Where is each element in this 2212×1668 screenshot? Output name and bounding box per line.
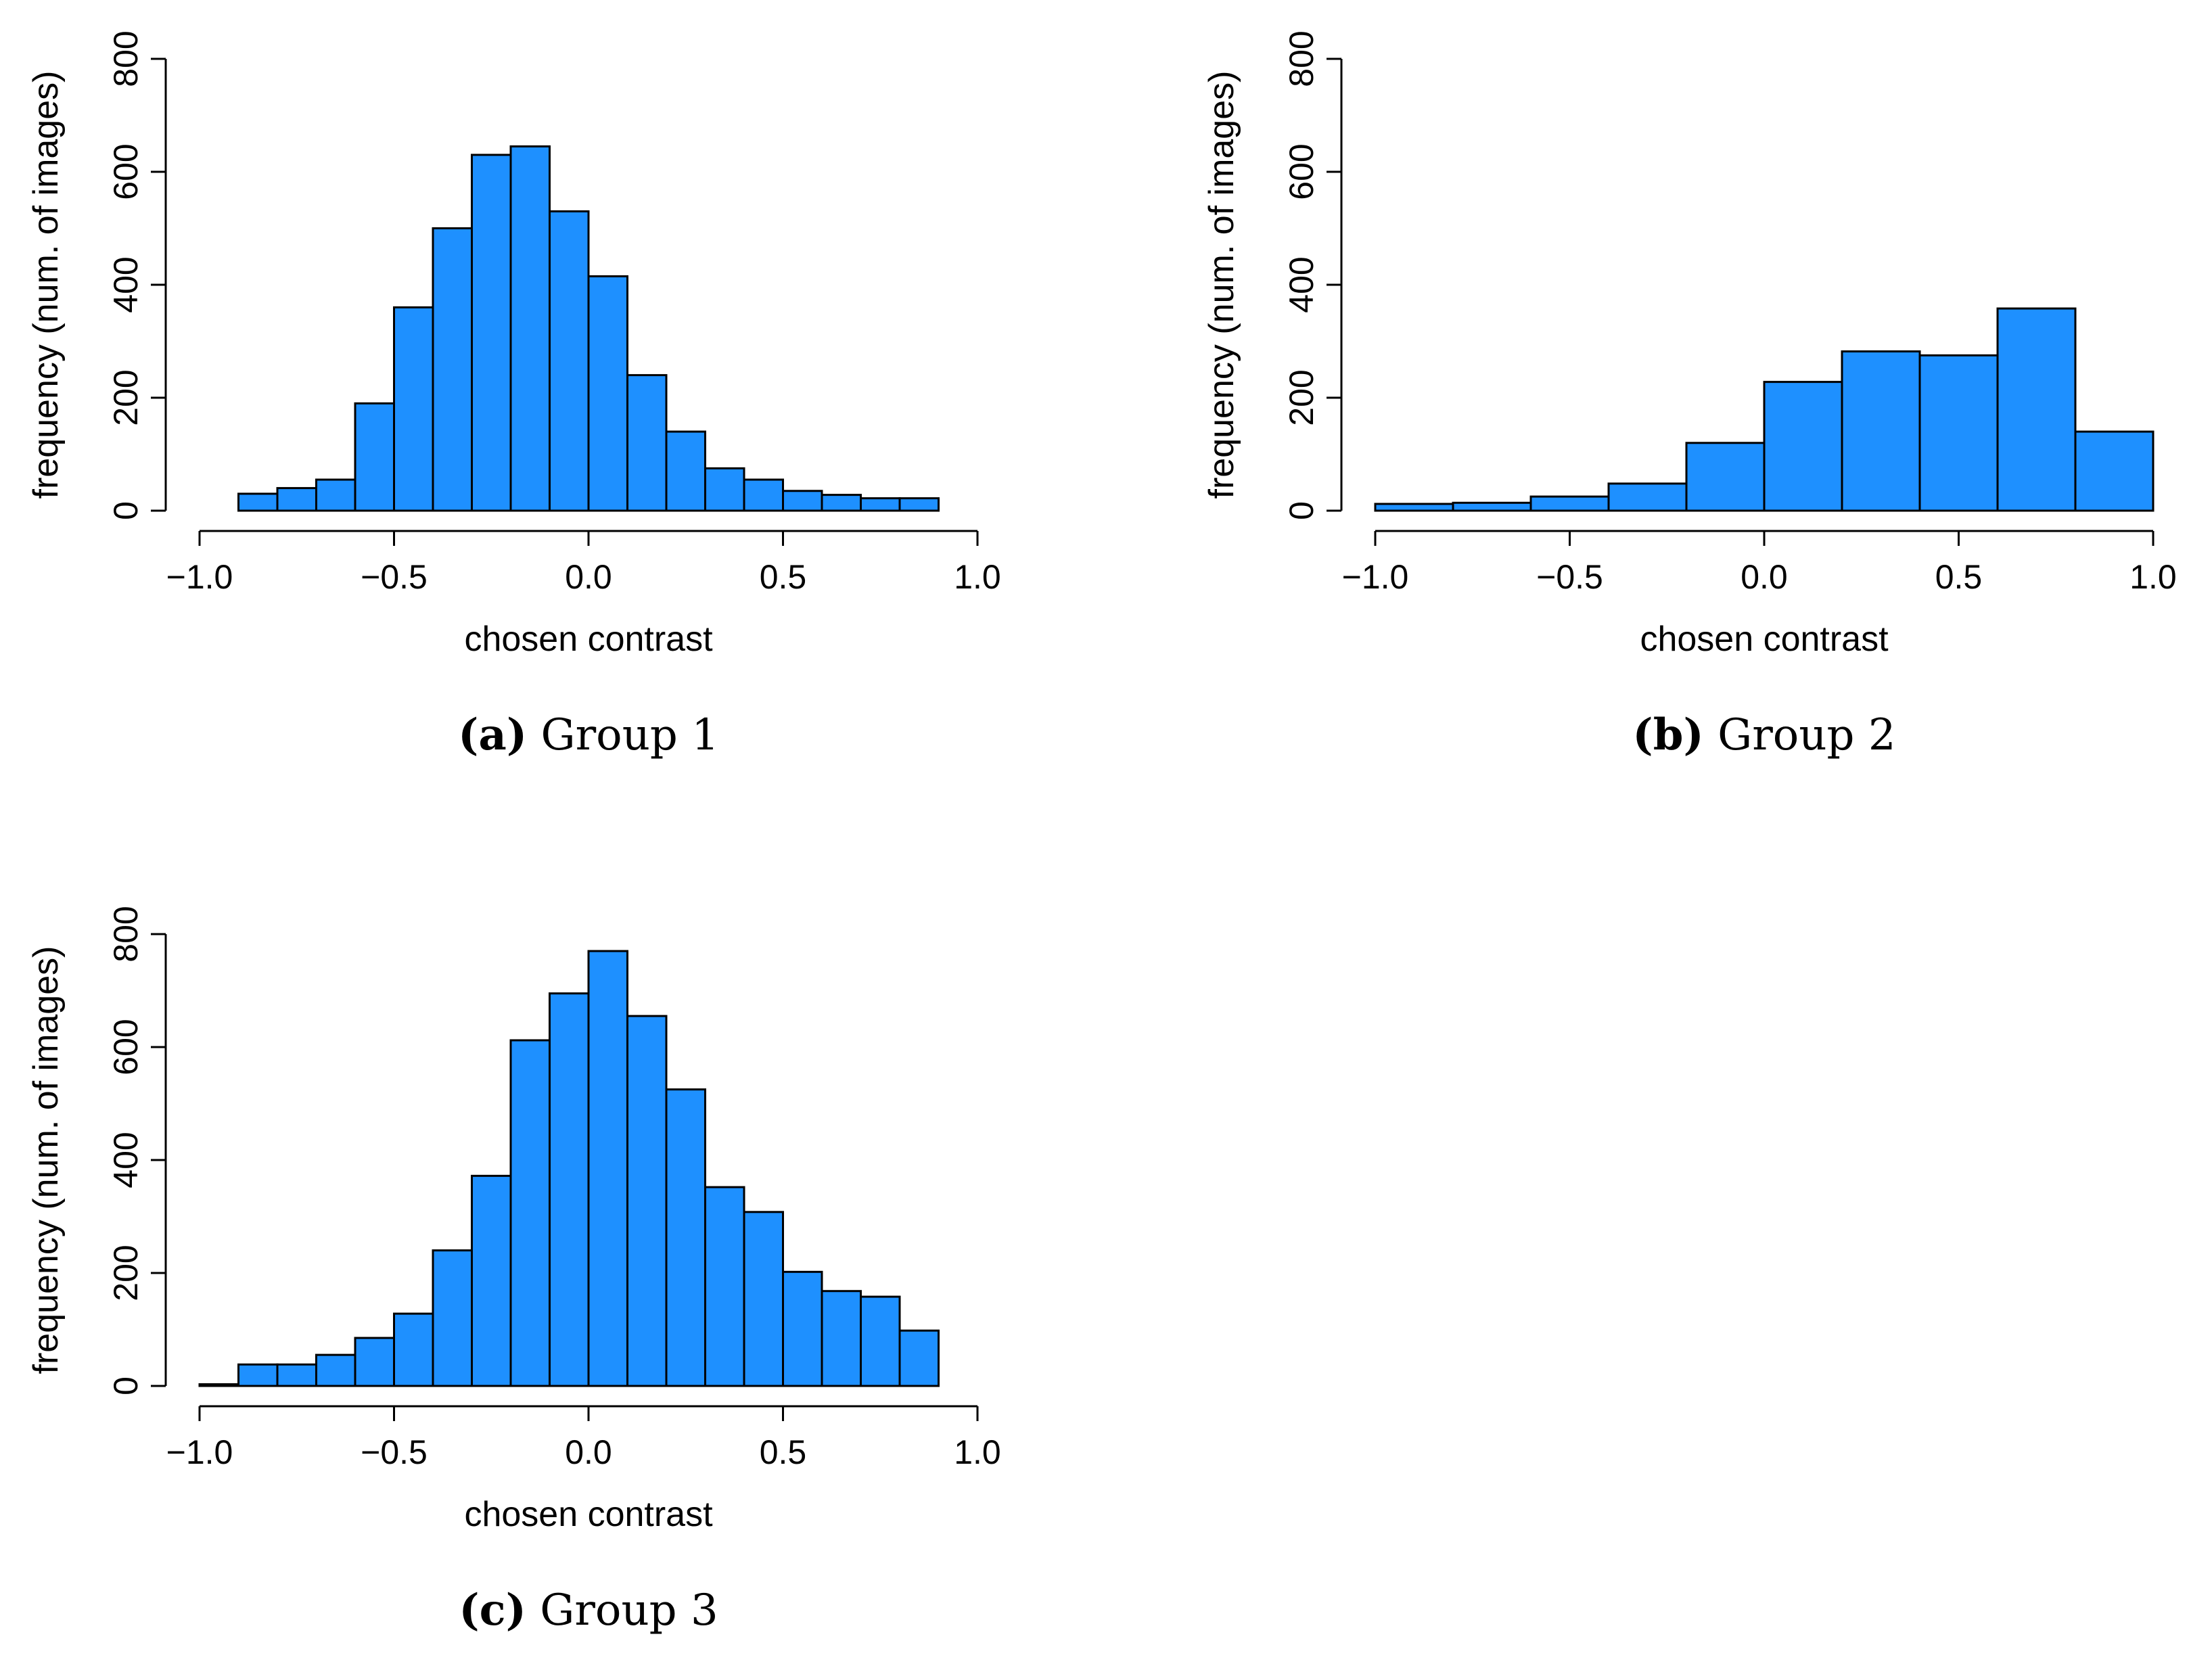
- histogram-bar: [315, 478, 356, 512]
- x-tick-label: 1.0: [954, 558, 1001, 596]
- y-tick-label: 600: [1283, 143, 1320, 200]
- histogram-bar: [743, 478, 784, 512]
- histogram-bar: [237, 1363, 279, 1387]
- histogram-bar: [509, 145, 551, 512]
- histogram-bar: [393, 1312, 434, 1387]
- histogram-bar: [782, 490, 823, 512]
- histogram-bar: [198, 1383, 239, 1387]
- histogram-bar: [354, 402, 395, 512]
- y-tick-label: 0: [1283, 501, 1320, 520]
- x-tick-label: −1.0: [1342, 558, 1409, 596]
- panel-caption: (b) Group 2: [1632, 710, 1895, 760]
- y-tick-label: 400: [1283, 256, 1320, 312]
- histogram-bar: [898, 1329, 940, 1387]
- x-tick-label: 0.0: [565, 558, 612, 596]
- x-tick-label: −1.0: [166, 1433, 233, 1471]
- histogram-bar: [1607, 482, 1688, 512]
- x-tick-label: 0.0: [1741, 558, 1788, 596]
- histogram-panel-2: −1.0 −0.5 0.0 0.5 1.0 0 200 400 600 800 chosen con…: [1202, 30, 2177, 760]
- y-tick-label: 800: [107, 30, 145, 87]
- histogram-bar: [626, 1015, 668, 1387]
- x-axis-title: chosen contrast: [464, 1495, 713, 1534]
- histogram-bar: [549, 210, 590, 512]
- histogram-bar: [1996, 307, 2077, 512]
- histogram-bar: [1452, 501, 1532, 512]
- y-tick-label: 0: [107, 501, 145, 520]
- caption-text: Group 2: [1718, 710, 1896, 760]
- histogram-bar: [587, 950, 628, 1387]
- caption-text: Group 1: [540, 710, 719, 760]
- histogram-panel-1: −1.0 −0.5 0.0 0.5 1.0 0 200 400 600 800 chosen con…: [26, 30, 1001, 760]
- histogram-bar: [665, 1088, 706, 1387]
- x-tick-label: 0.5: [1935, 558, 1983, 596]
- y-axis-title: frequency (num. of images): [26, 71, 66, 499]
- y-tick-label: 800: [1283, 30, 1320, 87]
- histogram-bar: [1918, 354, 1999, 512]
- x-axis-title: chosen contrast: [464, 620, 713, 659]
- histogram-bar: [821, 494, 862, 512]
- histogram-bar: [1529, 495, 1610, 512]
- histogram-bar: [1841, 350, 1921, 512]
- y-tick-label: 800: [107, 906, 145, 962]
- histogram-bar: [898, 497, 940, 512]
- histogram-bar: [315, 1353, 356, 1387]
- histogram-bar: [237, 492, 279, 512]
- x-tick-label: −0.5: [1536, 558, 1603, 596]
- y-tick-label: 400: [107, 256, 145, 312]
- histogram-bar: [704, 467, 745, 512]
- caption-letter: (c): [459, 1585, 526, 1636]
- caption-letter: (b): [1632, 710, 1703, 760]
- x-tick-label: 0.0: [565, 1433, 612, 1471]
- histogram-bar: [860, 497, 901, 512]
- histogram-bar: [704, 1186, 745, 1387]
- caption-letter: (a): [458, 710, 527, 760]
- caption-text: Group 3: [540, 1585, 718, 1636]
- x-tick-label: 0.5: [760, 1433, 807, 1471]
- panel-caption: (a) Group 1: [458, 710, 719, 760]
- histogram-bar: [1685, 442, 1766, 512]
- x-tick-label: 0.5: [760, 558, 807, 596]
- histogram-bar: [471, 1174, 512, 1387]
- x-tick-label: 1.0: [954, 1433, 1001, 1471]
- x-tick-label: 1.0: [2129, 558, 2177, 596]
- histogram-bar: [1374, 503, 1454, 512]
- histogram-bar: [471, 154, 512, 512]
- histogram-bar: [509, 1039, 551, 1387]
- y-tick-label: 0: [107, 1376, 145, 1395]
- histogram-bar: [821, 1290, 862, 1387]
- histogram-bar: [432, 1249, 473, 1387]
- panel-caption: (c) Group 3: [459, 1585, 718, 1636]
- histogram-bar: [1763, 381, 1843, 512]
- y-axis-title: frequency (num. of images): [1202, 71, 1241, 499]
- y-axis-title: frequency (num. of images): [26, 946, 66, 1374]
- x-tick-label: −0.5: [361, 558, 428, 596]
- histogram-bar: [393, 306, 434, 512]
- x-axis-title: chosen contrast: [1640, 620, 1889, 659]
- histogram-bar: [665, 430, 706, 512]
- x-tick-label: −0.5: [361, 1433, 428, 1471]
- histogram-bar: [276, 1363, 317, 1387]
- y-tick-label: 400: [107, 1132, 145, 1188]
- histogram-bar: [626, 374, 668, 512]
- y-tick-label: 600: [107, 143, 145, 200]
- histogram-bar: [782, 1270, 823, 1387]
- histogram-bar: [276, 487, 317, 512]
- y-tick-label: 200: [107, 1245, 145, 1301]
- y-tick-label: 200: [1283, 369, 1320, 425]
- histogram-bar: [354, 1337, 395, 1387]
- histogram-bar: [549, 992, 590, 1387]
- histogram-bar: [2074, 430, 2155, 512]
- y-tick-label: 200: [107, 369, 145, 425]
- histogram-bar: [860, 1295, 901, 1387]
- histogram-bar: [587, 275, 628, 512]
- histogram-panel-3: −1.0 −0.5 0.0 0.5 1.0 0 200 400 600 800 chosen con…: [26, 906, 1001, 1636]
- histogram-bar: [432, 227, 473, 512]
- x-tick-label: −1.0: [166, 558, 233, 596]
- y-tick-label: 600: [107, 1019, 145, 1075]
- histogram-bar: [743, 1211, 784, 1387]
